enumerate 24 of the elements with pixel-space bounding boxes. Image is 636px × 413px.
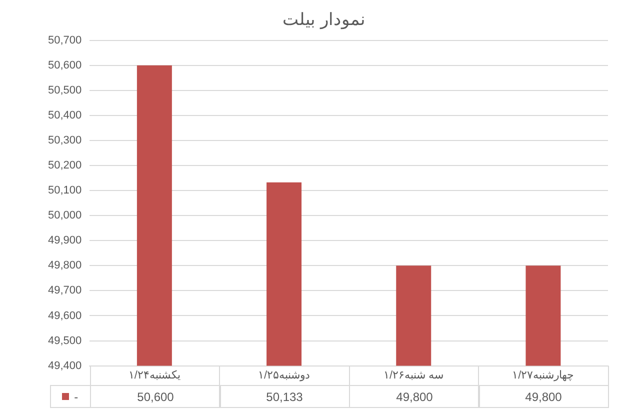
y-tick-label: 49,900: [48, 234, 82, 247]
x-tick-label: چهارشنبه۱/۲۷: [512, 369, 574, 382]
x-tick-label: یکشنبه۱/۲۴: [128, 369, 180, 382]
x-tick-label: دوشنبه۱/۲۵: [258, 369, 310, 382]
y-tick-label: 49,400: [48, 360, 82, 372]
y-tick-label: 50,100: [48, 184, 82, 197]
data-label: 50,600: [90, 385, 221, 408]
y-tick-label: 49,800: [48, 260, 82, 272]
x-tick-label: سه شنبه۱/۲۶: [384, 369, 444, 382]
y-tick-label: 49,600: [48, 310, 82, 322]
y-tick-label: 50,500: [48, 84, 82, 96]
legend-label: -: [74, 390, 78, 404]
y-tick-label: 50,600: [48, 59, 82, 72]
chart-title: نمودار بیلت: [282, 10, 366, 30]
y-tick-label: 50,300: [48, 134, 82, 147]
data-label: 49,800: [349, 385, 480, 408]
y-tick-label: 50,000: [48, 210, 82, 222]
y-tick-label: 49,700: [48, 284, 82, 297]
y-tick-label: 50,400: [48, 110, 82, 122]
y-tick-label: 50,700: [48, 34, 82, 46]
y-tick-label: 49,500: [48, 334, 82, 347]
data-label: 50,133: [219, 385, 350, 408]
data-label: 49,800: [478, 385, 609, 408]
y-tick-label: 50,200: [48, 160, 82, 172]
